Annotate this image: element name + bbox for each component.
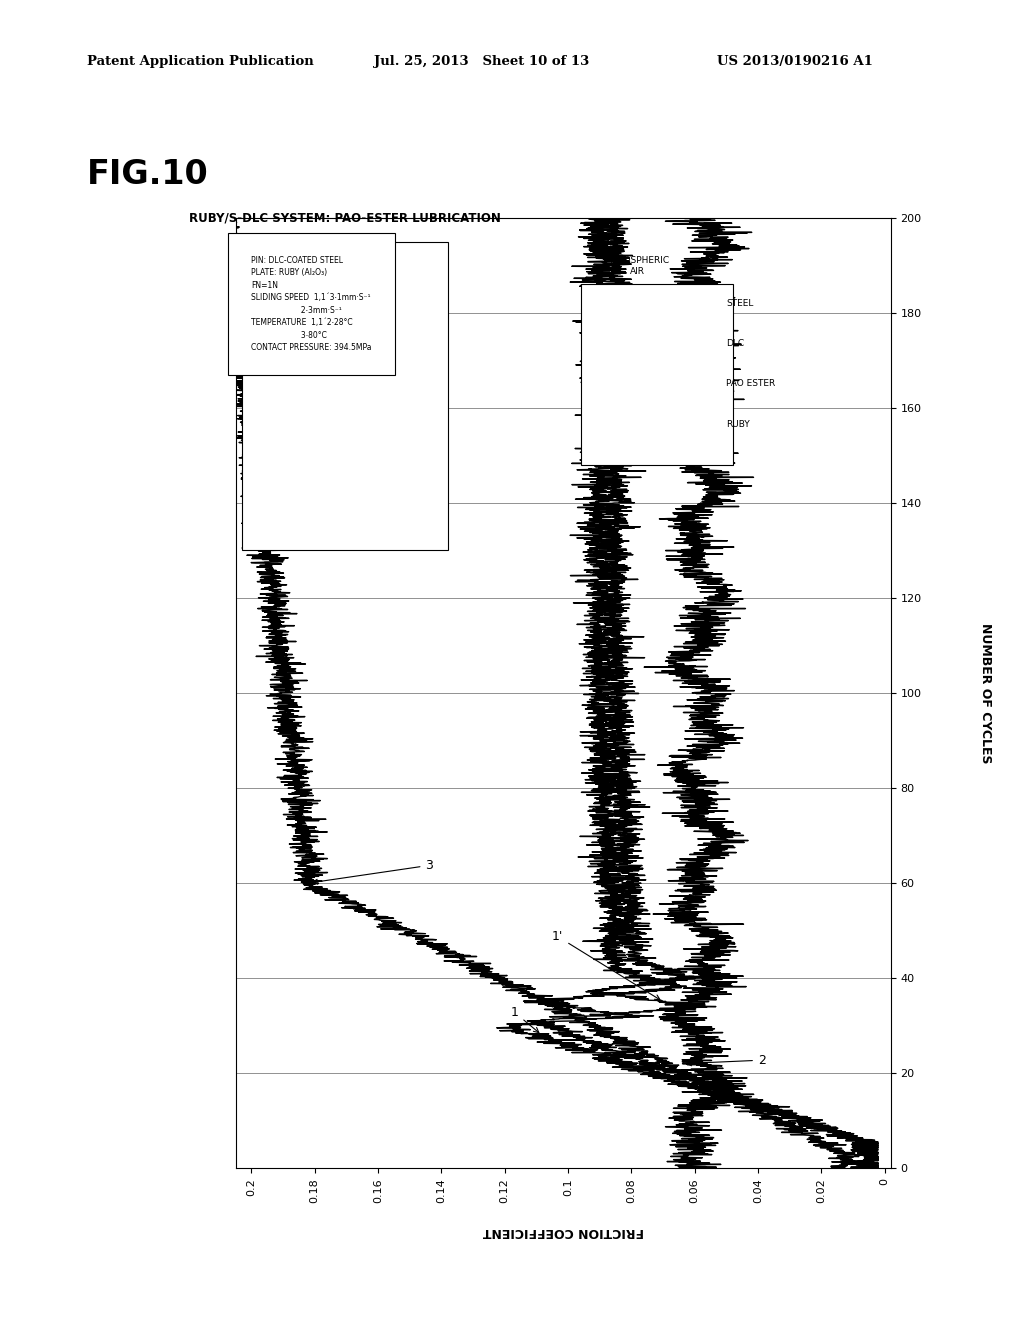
Text: 1: 1 [511, 1006, 539, 1032]
Text: Jul. 25, 2013   Sheet 10 of 13: Jul. 25, 2013 Sheet 10 of 13 [374, 55, 589, 69]
Text: US 2013/0190216 A1: US 2013/0190216 A1 [717, 55, 872, 69]
Text: ATMOSPHERIC
AIR: ATMOSPHERIC AIR [605, 256, 670, 276]
Text: 1': 1' [552, 931, 660, 999]
Text: 2: 2 [686, 1053, 766, 1067]
Text: FRICTION COEFFICIENT: FRICTION COEFFICIENT [482, 1225, 644, 1238]
Text: Patent Application Publication: Patent Application Publication [87, 55, 313, 69]
Text: RUBY: RUBY [726, 420, 750, 429]
Text: STEEL: STEEL [726, 298, 754, 308]
Text: DLC: DLC [726, 339, 744, 348]
Text: PAO ESTER: PAO ESTER [726, 379, 775, 388]
Text: PIN: DLC-COATED STEEL
PLATE: RUBY (Al₂O₃)
FN=1N
SLIDING SPEED  1,1´3⋅1mm·S⁻¹
   : PIN: DLC-COATED STEEL PLATE: RUBY (Al₂O₃… [251, 256, 372, 352]
Text: NUMBER OF CYCLES: NUMBER OF CYCLES [979, 623, 991, 763]
Text: RUBY/S-DLC SYSTEM: PAO-ESTER LUBRICATION: RUBY/S-DLC SYSTEM: PAO-ESTER LUBRICATION [189, 211, 502, 224]
FancyBboxPatch shape [242, 242, 447, 550]
FancyBboxPatch shape [581, 284, 732, 465]
Text: 3: 3 [312, 859, 433, 884]
Text: FIG.10: FIG.10 [87, 158, 209, 191]
